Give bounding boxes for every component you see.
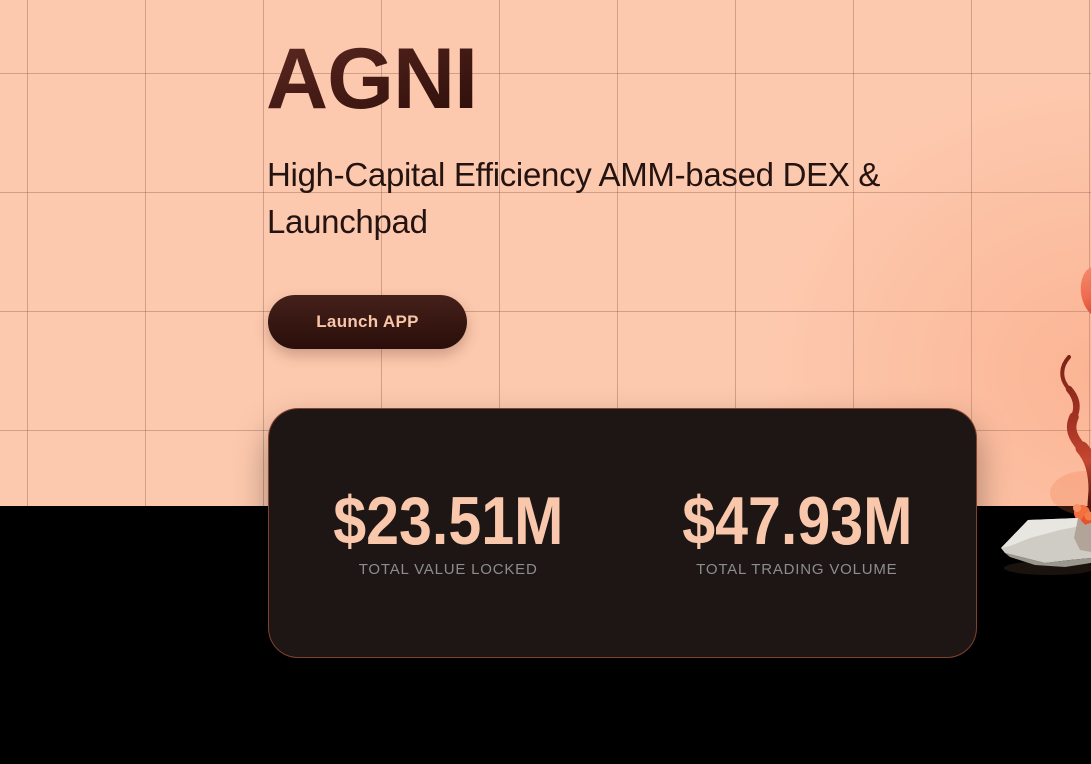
flame-tip: [1084, 511, 1091, 521]
rock-platform: [1001, 518, 1091, 575]
stat-total-trading-volume: $47.93M TOTAL TRADING VOLUME: [665, 487, 930, 579]
volume-label: TOTAL TRADING VOLUME: [696, 561, 898, 578]
flame-character-partial: [1073, 504, 1091, 533]
hero-subtitle: High-Capital Efficiency AMM-based DEX & L…: [267, 151, 987, 245]
stats-card: $23.51M TOTAL VALUE LOCKED $47.93M TOTAL…: [268, 408, 977, 658]
tvl-label: TOTAL VALUE LOCKED: [358, 561, 538, 578]
page-title: AGNI: [266, 31, 478, 127]
hero-grid-background: [0, 0, 1091, 506]
launch-app-button[interactable]: Launch APP: [268, 295, 467, 349]
hero-subtitle-line2: Launchpad: [267, 203, 428, 240]
hero-subtitle-line1: High-Capital Efficiency AMM-based DEX &: [267, 156, 881, 193]
stat-total-value-locked: $23.51M TOTAL VALUE LOCKED: [316, 487, 581, 579]
tvl-value: $23.51M: [333, 483, 564, 559]
volume-value: $47.93M: [681, 483, 912, 559]
